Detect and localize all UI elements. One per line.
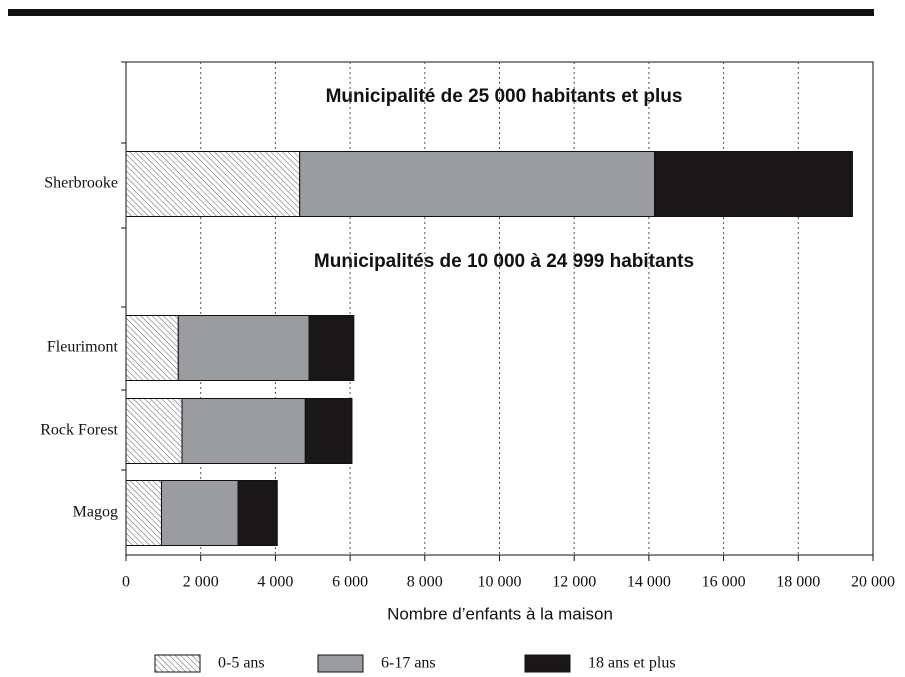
- bar-segment: [125, 398, 183, 464]
- legend-swatch: [317, 654, 364, 673]
- y-tick-label: Rock Forest: [40, 422, 118, 439]
- bar-segment: [125, 151, 301, 217]
- x-tick-label: 12 000: [552, 574, 596, 591]
- x-tick-label: 10 000: [478, 574, 522, 591]
- annotation: Municipalité de 25 000 habitants et plus: [326, 86, 683, 107]
- bar-segment: [177, 315, 310, 381]
- header-rule: [8, 9, 874, 16]
- legend-swatch: [524, 654, 571, 673]
- y-tick-label: Magog: [73, 504, 118, 521]
- bar-segment: [125, 480, 162, 546]
- legend-label: 6-17 ans: [381, 655, 436, 672]
- bar-segment: [237, 480, 278, 546]
- bar-segment: [304, 398, 353, 464]
- legend-label: 18 ans et plus: [588, 655, 676, 672]
- x-tick-label: 16 000: [702, 574, 746, 591]
- x-axis-label: Nombre d’enfants à la maison: [387, 604, 613, 623]
- legend-label: 0-5 ans: [218, 655, 265, 672]
- bar-segment: [308, 315, 355, 381]
- x-tick-label: 0: [122, 574, 130, 591]
- x-tick-label: 18 000: [776, 574, 820, 591]
- x-tick-label: 6 000: [332, 574, 368, 591]
- bar-segment: [160, 480, 239, 546]
- annotation: Municipalités de 10 000 à 24 999 habitan…: [314, 251, 694, 272]
- legend-swatch: [154, 654, 201, 673]
- bar-segment: [654, 151, 853, 217]
- x-tick-label: 2 000: [183, 574, 219, 591]
- bar-segment: [125, 315, 179, 381]
- x-tick-label: 8 000: [407, 574, 443, 591]
- y-tick-label: Fleurimont: [47, 339, 119, 356]
- y-tick-label: Sherbrooke: [44, 175, 118, 192]
- x-tick-label: 20 000: [851, 574, 895, 591]
- bar-segment: [299, 151, 656, 217]
- bar-segment: [181, 398, 306, 464]
- x-tick-label: 4 000: [257, 574, 293, 591]
- x-tick-label: 14 000: [627, 574, 671, 591]
